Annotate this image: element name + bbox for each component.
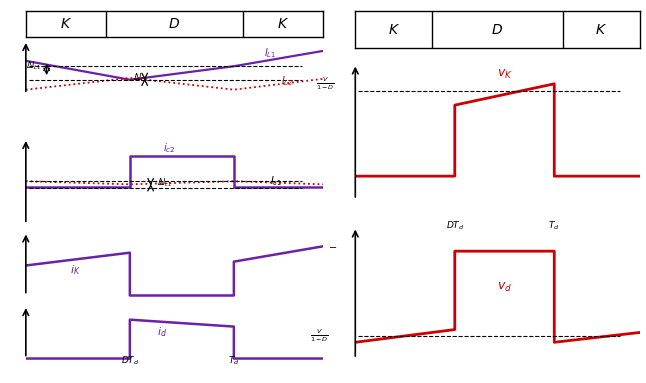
Text: $DT_d$: $DT_d$ [121, 354, 139, 367]
Text: $v_{d}$: $v_{d}$ [497, 282, 512, 295]
Text: $D$: $D$ [492, 23, 503, 36]
Text: $K$: $K$ [388, 23, 400, 36]
Text: $DT_d$: $DT_d$ [446, 219, 464, 232]
Text: $D$: $D$ [169, 17, 180, 31]
Text: $T_d$: $T_d$ [548, 219, 560, 232]
Text: $v_{K}$: $v_{K}$ [497, 68, 513, 81]
Text: $i_{d}$: $i_{d}$ [156, 326, 167, 339]
Text: $I_{c1}$: $I_{c1}$ [269, 174, 282, 188]
Text: $\Delta I_{L2}$: $\Delta I_{L2}$ [133, 72, 148, 84]
Text: $i_{K}$: $i_{K}$ [70, 263, 81, 277]
Text: $i_{c2}$: $i_{c2}$ [163, 141, 175, 155]
Text: $K$: $K$ [60, 17, 72, 31]
Text: $I_{L1}$: $I_{L1}$ [264, 46, 276, 60]
Text: $-$: $-$ [328, 241, 337, 251]
Text: $\frac{V}{1-D}$: $\frac{V}{1-D}$ [310, 328, 328, 344]
Text: $\Delta I_{c1}$: $\Delta I_{c1}$ [156, 177, 172, 190]
Text: $\mathit{I}_{L2}$: $\mathit{I}_{L2}$ [282, 74, 294, 88]
Text: $K$: $K$ [595, 23, 607, 36]
Text: $\frac{V}{1-D}$: $\frac{V}{1-D}$ [315, 75, 334, 92]
Text: $K$: $K$ [277, 17, 289, 31]
Text: $\Delta I_{L1}$: $\Delta I_{L1}$ [26, 60, 41, 72]
Text: $T_d$: $T_d$ [228, 354, 240, 367]
